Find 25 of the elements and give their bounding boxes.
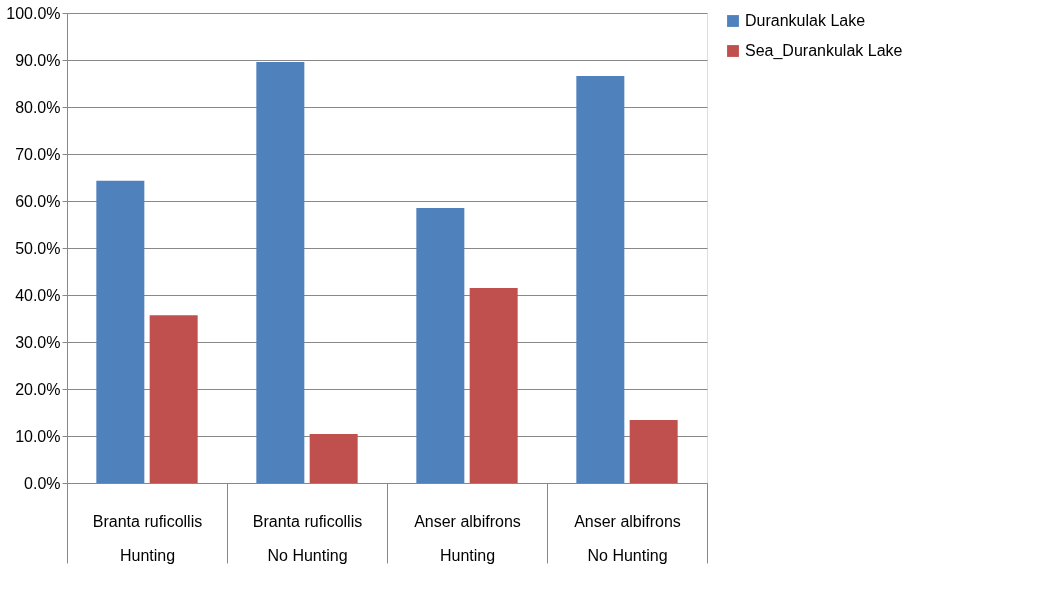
x-tick-label: Anser albifrons Hunting [414, 512, 521, 564]
bar [576, 75, 625, 483]
bar [256, 61, 305, 483]
y-tick-label: 30.0% [15, 333, 61, 351]
bar [469, 287, 518, 483]
y-tick-label: 50.0% [15, 239, 61, 257]
x-tick-label: Branta ruficollis Hunting [92, 512, 203, 564]
x-tick-label: Branta ruficollis No Hunting [252, 512, 363, 564]
bar [149, 315, 198, 483]
legend-label: Sea_Durankulak Lake [745, 42, 903, 60]
bar [96, 180, 145, 483]
bar [629, 420, 678, 483]
y-tick-label: 10.0% [15, 427, 61, 445]
y-tick-label: 20.0% [15, 380, 61, 398]
y-tick-label: 60.0% [15, 192, 61, 210]
legend-label: Durankulak Lake [745, 12, 866, 29]
x-tick-label: Anser albifrons No Hunting [574, 512, 681, 564]
y-tick-label: 70.0% [15, 145, 61, 163]
y-tick-label: 40.0% [15, 286, 61, 304]
bar [309, 434, 358, 483]
y-tick-label: 0.0% [24, 474, 61, 492]
bar [416, 208, 465, 483]
y-tick-label: 80.0% [15, 98, 61, 116]
y-tick-label: 100.0% [6, 4, 61, 22]
y-tick-label: 90.0% [15, 51, 61, 69]
